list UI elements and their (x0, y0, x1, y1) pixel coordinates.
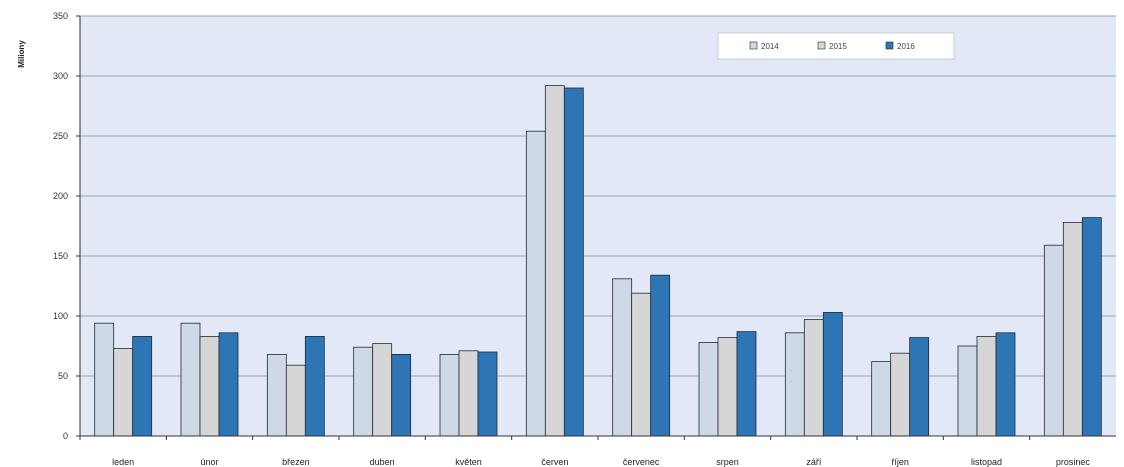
bar-2014-únor (180, 322, 201, 437)
bar-2015-listopad (976, 335, 997, 437)
legend-swatch-2016 (885, 41, 894, 50)
bar-2015-srpen (717, 337, 738, 437)
x-tick-label: prosinec (1056, 457, 1091, 467)
legend-swatch-2015 (817, 41, 826, 50)
y-tick-label: 250 (53, 131, 68, 141)
bar-2015-říjen (890, 352, 911, 437)
bar-2014-říjen (871, 361, 892, 437)
x-tick-label: září (806, 457, 822, 467)
bar-2016-březen (304, 335, 325, 437)
bar-2014-červenec (612, 278, 633, 437)
bar-2015-květen (458, 350, 479, 437)
legend-box (717, 32, 955, 60)
bar-2014-březen (266, 353, 287, 437)
bar-2016-červenec (650, 274, 671, 437)
bars (94, 85, 1102, 437)
y-axis-label: Miliony (17, 40, 26, 68)
bar-2016-květen (477, 351, 498, 437)
bar-2016-leden (132, 335, 153, 437)
bar-2014-srpen (698, 341, 719, 437)
bar-2014-květen (439, 353, 460, 437)
bar-2014-duben (353, 346, 374, 437)
y-tick-label: 100 (53, 311, 68, 321)
x-axis-labels: leden únor březen duben květen červen červenec… (79, 436, 1091, 467)
bar-2016-listopad (995, 332, 1016, 437)
bar-2015-červen (544, 85, 565, 437)
bar-2016-únor (218, 332, 239, 437)
bar-2015-leden (113, 347, 134, 437)
x-tick-label: červen (541, 457, 568, 467)
y-tick-label: 150 (53, 251, 68, 261)
x-tick-label: únor (200, 457, 218, 467)
x-tick-label: červenec (623, 457, 660, 467)
legend: 2014 2015 2016 (717, 32, 955, 60)
bar-2015-prosinec (1062, 221, 1083, 437)
legend-label-2014: 2014 (761, 42, 779, 51)
x-tick-label: srpen (716, 457, 739, 467)
x-tick-label: leden (112, 457, 134, 467)
x-tick-label: květen (455, 457, 482, 467)
y-tick-label: 350 (53, 11, 68, 21)
bar-2014-září (784, 332, 805, 437)
bar-2014-listopad (957, 345, 978, 437)
bar-2016-duben (391, 353, 412, 437)
y-tick-label: 200 (53, 191, 68, 201)
y-tick-label: 50 (58, 371, 68, 381)
x-tick-label: říjen (891, 457, 909, 467)
legend-label-2016: 2016 (897, 42, 915, 51)
y-axis-ticks: 0 50 100 150 200 250 300 350 (53, 11, 80, 441)
x-tick-label: listopad (971, 457, 1002, 467)
gridlines (80, 15, 1116, 377)
bar-2014-červen (525, 130, 546, 437)
x-tick-label: březen (282, 457, 310, 467)
bar-2016-prosinec (1081, 217, 1102, 437)
y-tick-label: 300 (53, 71, 68, 81)
legend-swatch-2014 (749, 41, 758, 50)
bar-2014-prosinec (1043, 244, 1064, 437)
bar-2016-srpen (736, 331, 757, 437)
bar-2016-září (822, 311, 843, 437)
bar-2015-duben (372, 343, 393, 437)
bar-2015-březen (285, 364, 306, 437)
bar-2016-červen (563, 87, 584, 437)
bar-2016-říjen (909, 337, 930, 437)
bar-2015-září (803, 319, 824, 437)
bar-2015-únor (199, 335, 220, 437)
x-tick-label: duben (370, 457, 395, 467)
legend-label-2015: 2015 (829, 42, 847, 51)
plot-area-background (80, 16, 1116, 436)
y-tick-label: 0 (63, 431, 68, 441)
bar-2014-leden (94, 322, 115, 437)
bar-2015-červenec (631, 292, 652, 437)
